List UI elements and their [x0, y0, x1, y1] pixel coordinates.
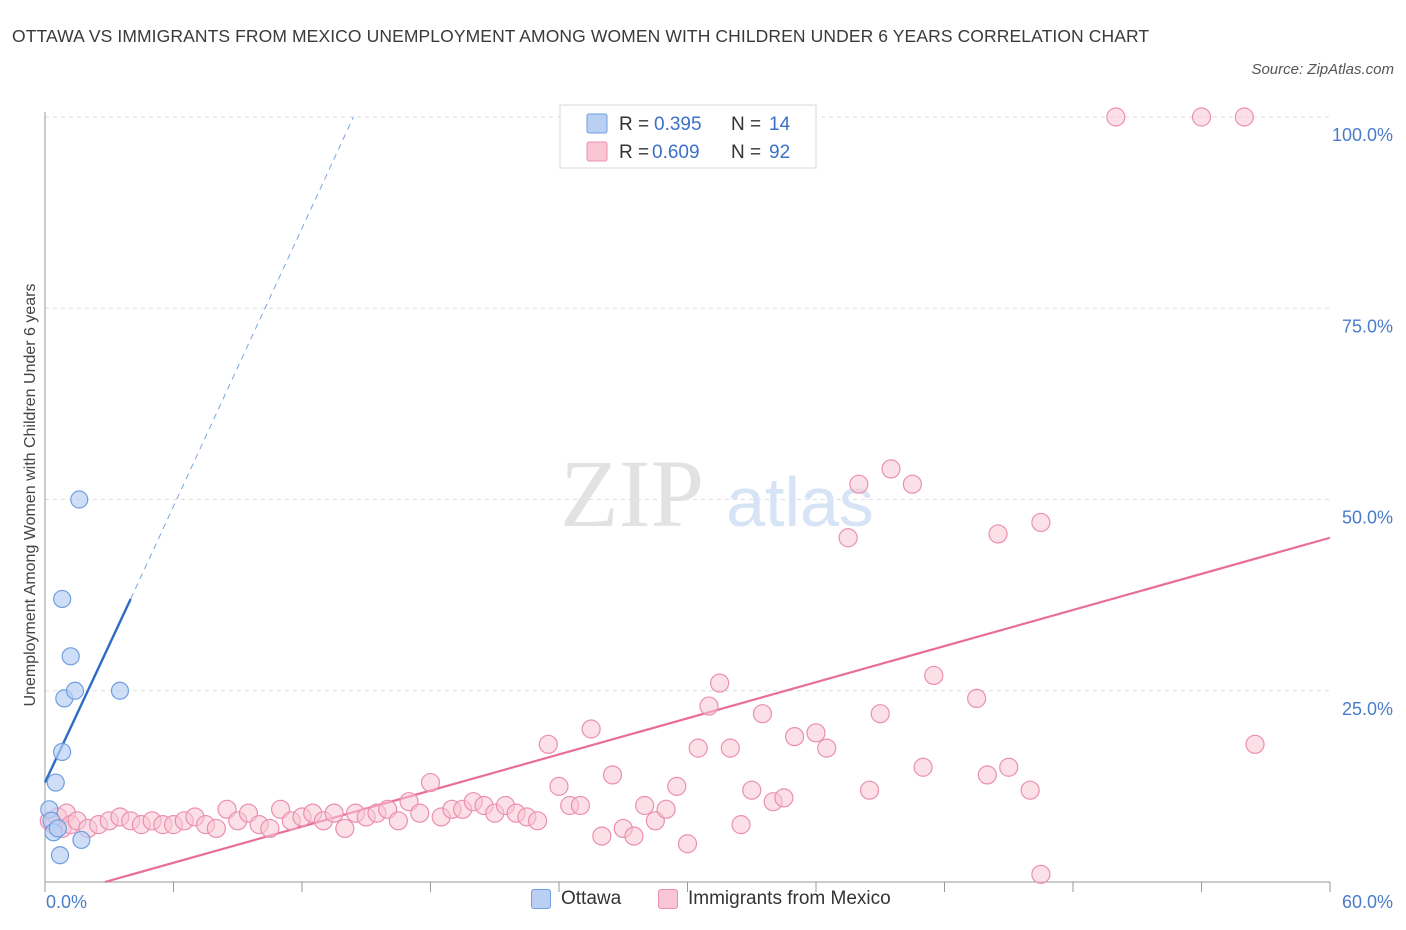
- y-tick-label-2: 75.0%: [1342, 316, 1393, 336]
- point-mexico-66: [710, 673, 730, 693]
- point-mexico-89: [1031, 864, 1051, 884]
- point-mexico-86: [988, 524, 1008, 544]
- x-tick-label-1: 60.0%: [1342, 892, 1393, 912]
- point-mexico-67: [720, 738, 740, 758]
- point-mexico-72: [774, 788, 794, 808]
- bottom-legend-label-ottawa: Ottawa: [561, 888, 622, 909]
- point-mexico-70: [752, 704, 773, 724]
- point-mexico-92: [1191, 107, 1212, 127]
- bottom-legend-swatch-ottawa: [531, 889, 551, 909]
- bottom-legend-swatch-mexico: [658, 889, 678, 909]
- point-mexico-65: [699, 696, 719, 716]
- point-mexico-82: [913, 757, 933, 777]
- point-mexico-69: [742, 780, 762, 800]
- point-mexico-90: [1031, 512, 1051, 533]
- legend-swatch-mexico: [586, 141, 608, 162]
- point-ottawa-10: [65, 681, 85, 700]
- watermark-atlas: atlas: [726, 463, 874, 541]
- y-tick-label-3: 100.0%: [1332, 125, 1393, 145]
- y-tick-label-0: 25.0%: [1342, 699, 1393, 719]
- y-tick-labels: 25.0% 50.0% 75.0% 100.0%: [1332, 125, 1393, 719]
- point-mexico-94: [1245, 734, 1265, 754]
- legend-box: R = 0.395 N = 14 R = 0.609 N = 92: [559, 104, 817, 169]
- legend-r-value-mexico: 0.609: [652, 142, 700, 163]
- point-mexico-24: [260, 818, 280, 839]
- point-ottawa-5: [50, 846, 70, 865]
- point-ottawa-12: [72, 830, 91, 850]
- legend-r-label-mexico: R =: [619, 142, 649, 163]
- bottom-legend-mexico[interactable]: Immigrants from Mexico: [658, 888, 891, 910]
- legend-n-label-mexico: N =: [731, 142, 761, 163]
- point-mexico-74: [806, 723, 826, 743]
- point-mexico-81: [902, 474, 922, 494]
- point-mexico-54: [581, 719, 601, 739]
- bottom-legend-label-mexico: Immigrants from Mexico: [688, 888, 891, 909]
- point-mexico-51: [549, 776, 569, 796]
- point-mexico-75: [817, 738, 837, 758]
- point-mexico-19: [206, 818, 226, 839]
- point-ottawa-3: [46, 773, 65, 792]
- point-mexico-88: [1020, 780, 1040, 800]
- point-mexico-63: [677, 834, 698, 854]
- legend-n-label-ottawa: N =: [731, 114, 761, 135]
- point-mexico-64: [688, 738, 708, 758]
- point-mexico-77: [849, 474, 869, 494]
- y-tick-label-1: 50.0%: [1342, 508, 1393, 528]
- series-mexico-points: [39, 107, 1265, 884]
- point-mexico-83: [924, 665, 944, 686]
- point-mexico-93: [1234, 107, 1254, 127]
- x-tick-label-0: 0.0%: [46, 892, 87, 912]
- source-label: Source: ZipAtlas.com: [1251, 61, 1394, 78]
- point-mexico-36: [388, 811, 408, 831]
- bottom-legend-ottawa[interactable]: Ottawa: [531, 888, 621, 910]
- point-ottawa-6: [53, 589, 72, 609]
- legend-n-value-mexico: 92: [769, 142, 790, 163]
- point-mexico-30: [324, 803, 344, 823]
- point-mexico-87: [999, 757, 1019, 777]
- point-mexico-76: [838, 528, 858, 548]
- point-ottawa-13: [110, 681, 130, 700]
- point-mexico-78: [859, 780, 880, 800]
- point-mexico-61: [656, 799, 676, 819]
- point-mexico-39: [420, 772, 441, 793]
- y-axis-label: Unemployment Among Women with Children U…: [22, 283, 39, 706]
- point-mexico-91: [1106, 107, 1126, 127]
- trend-line-ottawa-extension: [130, 116, 354, 600]
- legend-r-label-ottawa: R =: [619, 114, 649, 135]
- chart-title: OTTAWA VS IMMIGRANTS FROM MEXICO UNEMPLO…: [12, 26, 1150, 46]
- point-mexico-50: [538, 734, 558, 754]
- point-mexico-55: [592, 826, 612, 846]
- x-tick-labels: 0.0% 60.0%: [46, 892, 1393, 912]
- legend-swatch-ottawa: [586, 113, 608, 134]
- point-mexico-62: [667, 776, 687, 796]
- point-ottawa-7: [53, 742, 72, 762]
- axes: [44, 112, 1331, 892]
- point-mexico-53: [570, 795, 591, 816]
- point-mexico-49: [527, 811, 548, 831]
- point-mexico-84: [967, 688, 987, 709]
- point-mexico-38: [410, 803, 430, 823]
- point-mexico-73: [784, 727, 805, 747]
- point-ottawa-9: [61, 647, 80, 666]
- point-mexico-31: [335, 818, 355, 839]
- legend-n-value-ottawa: 14: [769, 114, 791, 135]
- bottom-legend: Ottawa Immigrants from Mexico: [0, 888, 1406, 916]
- point-mexico-85: [977, 765, 997, 785]
- series-ottawa-points: [40, 490, 130, 865]
- point-mexico-68: [731, 815, 751, 835]
- grid-lines: [45, 116, 1330, 692]
- point-mexico-59: [635, 795, 655, 816]
- watermark-zip: ZIP: [560, 440, 704, 547]
- point-mexico-79: [870, 704, 890, 724]
- legend-r-value-ottawa: 0.395: [654, 114, 702, 135]
- point-ottawa-11: [70, 490, 89, 509]
- point-ottawa-4: [48, 819, 67, 838]
- point-mexico-80: [881, 459, 901, 479]
- point-mexico-58: [624, 826, 644, 846]
- point-mexico-56: [602, 765, 623, 785]
- watermark: ZIP atlas: [560, 440, 874, 547]
